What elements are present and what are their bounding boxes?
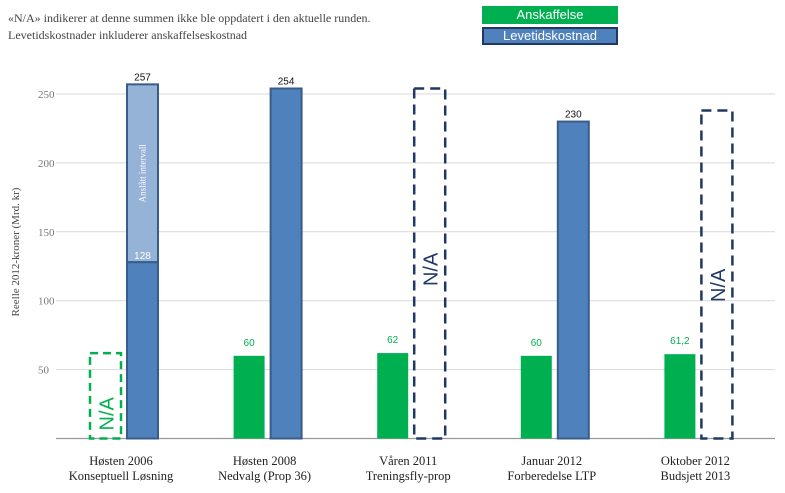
- bar-anskaffelse: [664, 354, 696, 439]
- x-tick-label-line: Forberedelse LTP: [507, 469, 597, 483]
- bar-levetidskostnad: [556, 120, 590, 440]
- x-tick-label-line: Oktober 2012: [660, 454, 730, 468]
- na-placeholder-levetidskostnad: [700, 109, 734, 440]
- na-label-levetidskostnad: N/A: [421, 252, 443, 286]
- data-label-levetidskostnad: 254: [278, 76, 295, 87]
- data-label-anskaffelse: 61,2: [670, 336, 690, 347]
- bar-anskaffelse: [233, 355, 265, 439]
- x-tick-label: Høsten 2008 Nedvalg (Prop 36): [195, 454, 335, 484]
- bar-interval: [126, 83, 159, 264]
- x-tick-label-line: Januar 2012: [521, 454, 583, 468]
- interval-low-label: 128: [134, 251, 151, 262]
- x-tick-label-line: Budsjett 2013: [660, 469, 731, 483]
- x-tick-label: Oktober 2012 Budsjett 2013: [625, 454, 765, 484]
- na-label-levetidskostnad: N/A: [708, 268, 730, 302]
- y-tick-label: 100: [38, 296, 55, 308]
- legend-levetidskostnad: Levetidskostnad: [482, 27, 618, 45]
- x-tick-label-line: Nedvalg (Prop 36): [218, 469, 312, 483]
- bar-levetidskostnad: [269, 87, 303, 440]
- bar-anskaffelse: [520, 355, 552, 439]
- x-tick-label-line: Høsten 2006: [89, 454, 153, 468]
- data-label-anskaffelse: 60: [244, 338, 256, 349]
- y-tick-label: 50: [38, 365, 50, 377]
- data-label-anskaffelse: 62: [387, 335, 399, 346]
- data-label-anskaffelse: 60: [531, 338, 543, 349]
- bar-levetidskostnad: [126, 261, 159, 440]
- x-tick-label-line: Høsten 2008: [232, 454, 297, 468]
- na-label-anskaffelse: N/A: [97, 397, 119, 431]
- y-tick-label: 150: [38, 227, 55, 239]
- interval-label: Anslått intervall: [138, 144, 148, 203]
- note-na: «N/A» indikerer at denne summen ikke ble…: [8, 11, 371, 25]
- x-tick-label-line: Treningsfly-prop: [365, 469, 451, 483]
- x-tick-label: Januar 2012 Forberedelse LTP: [482, 454, 622, 484]
- x-tick-label-line: Konseptuell Løsning: [68, 469, 174, 483]
- y-tick-label: 200: [38, 158, 55, 170]
- legend-anskaffelse: Anskaffelse: [482, 6, 618, 24]
- data-label-levetidskostnad: 257: [134, 72, 151, 83]
- x-tick-label: Høsten 2006 Konseptuell Løsning: [51, 454, 191, 484]
- bar-anskaffelse: [377, 353, 409, 439]
- x-tick-label: Våren 2011 Treningsfly-prop: [338, 454, 478, 484]
- note-levetid: Levetidskostnader inkluderer anskaffelse…: [8, 28, 248, 42]
- na-placeholder-anskaffelse: [88, 351, 123, 440]
- data-label-levetidskostnad: 230: [565, 110, 582, 121]
- y-tick-label: 250: [38, 89, 55, 101]
- x-tick-label-line: Våren 2011: [379, 454, 438, 468]
